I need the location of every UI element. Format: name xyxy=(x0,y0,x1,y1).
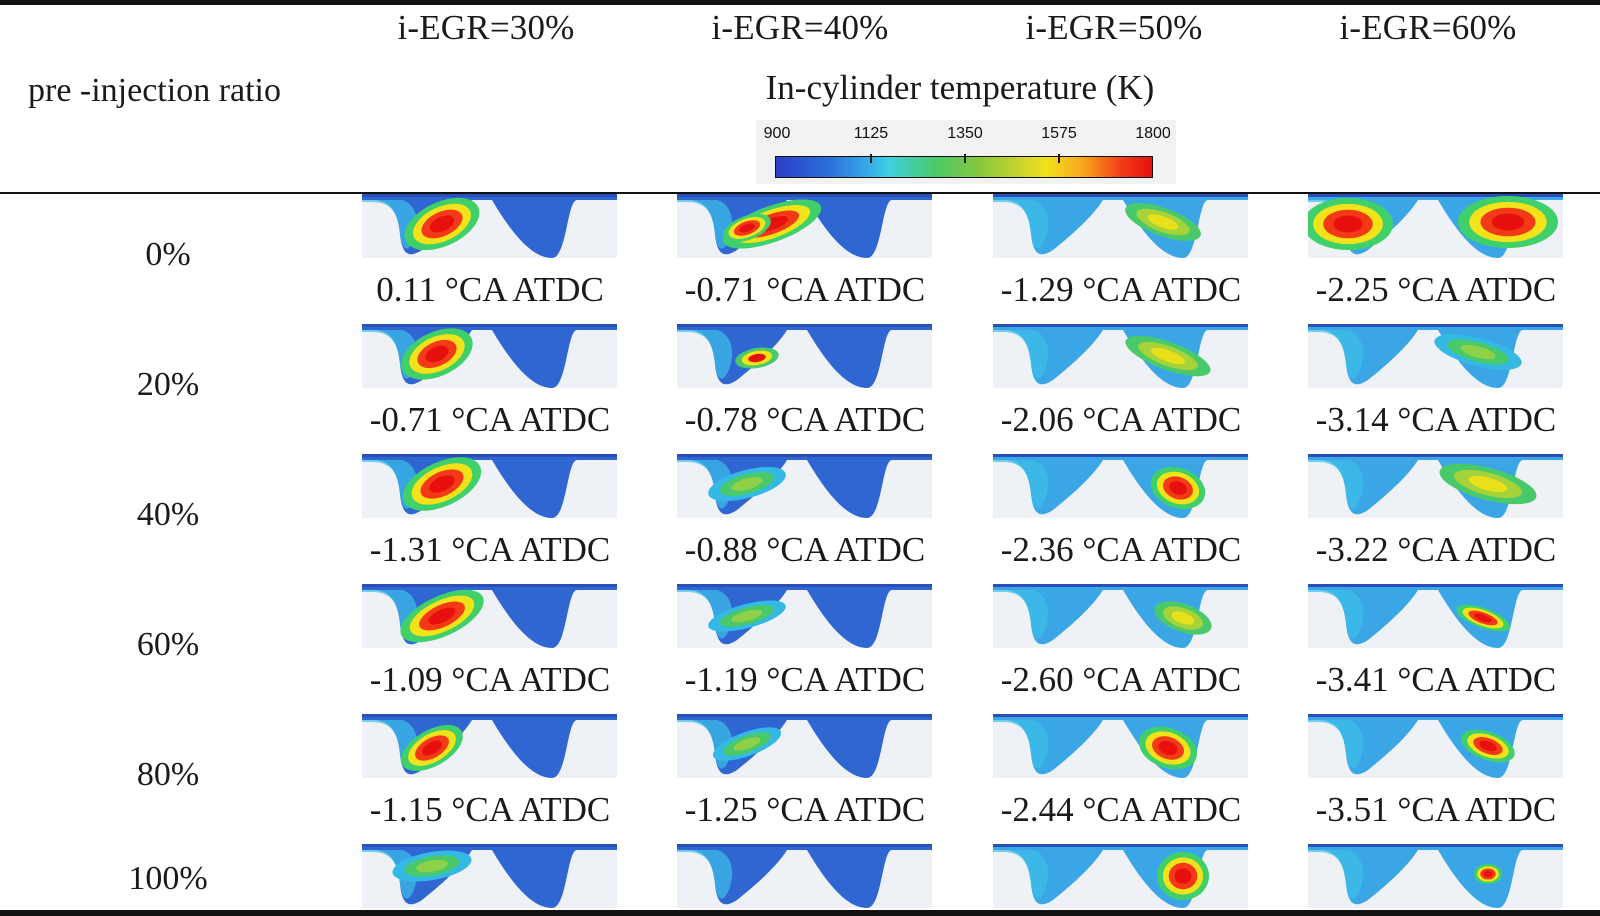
crank-angle-label: -0.71 °CA ATDC xyxy=(369,400,611,439)
colorbar-tick xyxy=(1058,154,1060,163)
row-label: 80% xyxy=(136,756,200,793)
colorbar-tick-label: 1125 xyxy=(853,125,889,142)
colorbar-tick xyxy=(964,154,966,163)
temperature-contour-image xyxy=(677,194,932,258)
temperature-contour-image xyxy=(993,584,1248,648)
colorbar-tick-label: 1350 xyxy=(947,125,983,142)
temperature-contour-image xyxy=(993,324,1248,388)
row-axis-label: pre -injection ratio xyxy=(28,72,282,109)
temperature-contour-image xyxy=(1308,584,1563,648)
crank-angle-label: -0.71 °CA ATDC xyxy=(684,270,926,309)
temperature-contour-image xyxy=(1308,844,1563,908)
temperature-contour-image xyxy=(1308,194,1563,258)
temperature-contour-image xyxy=(1308,714,1563,778)
temperature-contour-image xyxy=(993,194,1248,258)
temperature-contour-image xyxy=(677,584,932,648)
row-label: 0% xyxy=(145,236,191,273)
colorbar-title: In-cylinder temperature (K) xyxy=(765,68,1155,107)
row-label: 60% xyxy=(136,626,200,663)
crank-angle-label: -1.19 °CA ATDC xyxy=(684,660,926,699)
colorbar-tick-label: 1800 xyxy=(1135,125,1171,142)
row-label: 20% xyxy=(136,366,200,403)
temperature-contour-image xyxy=(362,194,617,258)
row-label: 40% xyxy=(136,496,200,533)
colorbar-tick-label: 1575 xyxy=(1041,125,1077,142)
temperature-contour-image xyxy=(362,714,617,778)
crank-angle-label: -3.51 °CA ATDC xyxy=(1315,790,1557,829)
temperature-contour-image xyxy=(362,584,617,648)
crank-angle-label: -1.25 °CA ATDC xyxy=(684,790,926,829)
temperature-contour-image xyxy=(993,844,1248,908)
crank-angle-label: -1.15 °CA ATDC xyxy=(369,790,611,829)
temperature-contour-image xyxy=(1308,454,1563,518)
crank-angle-label: -2.25 °CA ATDC xyxy=(1315,270,1557,309)
table-bottom-rule xyxy=(0,910,1600,916)
temperature-contour-image xyxy=(1308,324,1563,388)
crank-angle-label: -3.41 °CA ATDC xyxy=(1315,660,1557,699)
crank-angle-label: -0.88 °CA ATDC xyxy=(684,530,926,569)
temperature-contour-image xyxy=(677,844,932,908)
temperature-contour-image xyxy=(677,454,932,518)
crank-angle-label: -2.60 °CA ATDC xyxy=(1000,660,1242,699)
crank-angle-label: -3.22 °CA ATDC xyxy=(1315,530,1557,569)
temperature-contour-image xyxy=(993,454,1248,518)
temperature-contour-image xyxy=(362,454,617,518)
crank-angle-label: -2.06 °CA ATDC xyxy=(1000,400,1242,439)
table-header-rule xyxy=(0,192,1600,194)
column-header-egr-40: i-EGR=40% xyxy=(711,8,889,47)
crank-angle-label: -0.78 °CA ATDC xyxy=(684,400,926,439)
temperature-contour-image xyxy=(677,324,932,388)
crank-angle-label: -1.31 °CA ATDC xyxy=(369,530,611,569)
table-top-rule xyxy=(0,0,1600,5)
column-header-egr-60: i-EGR=60% xyxy=(1339,8,1517,47)
colorbar-tick-label: 900 xyxy=(763,125,791,142)
crank-angle-label: -1.09 °CA ATDC xyxy=(369,660,611,699)
crank-angle-label: -3.14 °CA ATDC xyxy=(1315,400,1557,439)
crank-angle-label: -1.29 °CA ATDC xyxy=(1000,270,1242,309)
column-header-egr-50: i-EGR=50% xyxy=(1025,8,1203,47)
crank-angle-label: -2.44 °CA ATDC xyxy=(1000,790,1242,829)
crank-angle-label: -2.36 °CA ATDC xyxy=(1000,530,1242,569)
row-label: 100% xyxy=(128,860,208,897)
temperature-contour-image xyxy=(993,714,1248,778)
colorbar-tick xyxy=(870,154,872,163)
temperature-contour-image xyxy=(362,844,617,908)
column-header-egr-30: i-EGR=30% xyxy=(397,8,575,47)
temperature-contour-image xyxy=(677,714,932,778)
temperature-contour-image xyxy=(362,324,617,388)
crank-angle-label: 0.11 °CA ATDC xyxy=(376,270,604,309)
